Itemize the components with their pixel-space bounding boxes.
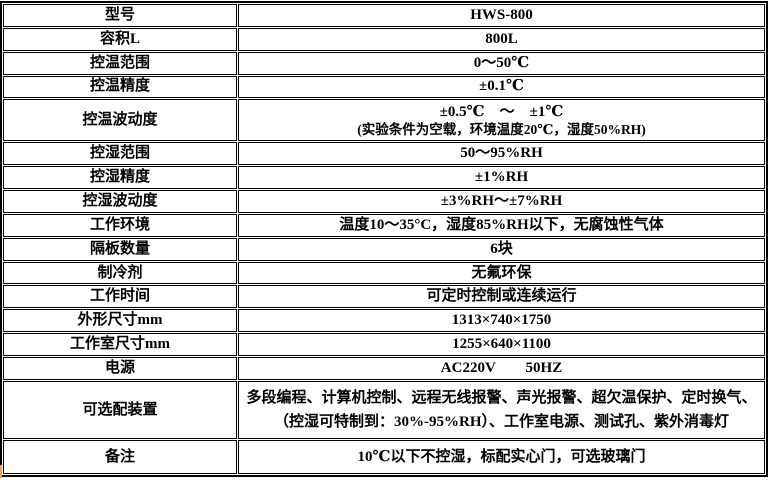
spec-value: 10℃以下不控湿，标配实心门，可选玻璃门 [238, 440, 765, 474]
spec-label: 可选配装置 [3, 381, 237, 439]
table-row: 控湿波动度 ±3%RH～±7%RH [3, 190, 765, 213]
spec-value: 多段编程、计算机控制、远程无线报警、声光报警、超欠温保护、定时换气、（控湿可特制… [238, 381, 765, 439]
spec-label: 工作时间 [3, 285, 237, 309]
spec-label: 电源 [3, 356, 237, 380]
table-row: 工作时间 可定时控制或连续运行 [3, 285, 765, 309]
spec-label: 控湿波动度 [3, 190, 237, 213]
spec-label: 工作环境 [3, 213, 237, 237]
table-row: 制冷剂 无氟环保 [3, 261, 765, 285]
table-row: 备注 10℃以下不控湿，标配实心门，可选玻璃门 [3, 440, 765, 474]
table-row: 容积L 800L [3, 27, 765, 51]
table-row: 控湿范围 50～95%RH [3, 142, 765, 166]
spec-value: 1313×740×1750 [238, 309, 765, 333]
table-row: 控湿精度 ±1%RH [3, 166, 765, 190]
table-row: 控温精度 ±0.1℃ [3, 75, 765, 99]
table-row: 工作环境 温度10～35°C，湿度85%RH以下，无腐蚀性气体 [3, 213, 765, 237]
spec-label: 外形尺寸mm [3, 309, 237, 333]
table-row: 型号 HWS-800 [3, 4, 765, 27]
spec-value-note: (实验条件为空载，环境温度20℃，湿度50%RH) [357, 121, 646, 137]
spec-value: ±1%RH [238, 166, 765, 190]
spec-label: 型号 [3, 4, 237, 27]
spec-value: ±3%RH～±7%RH [238, 190, 765, 213]
table-row: 隔板数量 6块 [3, 237, 765, 261]
spec-value-main: ±0.5℃ ～ ±1℃ [439, 103, 564, 120]
spec-value: 可定时控制或连续运行 [238, 285, 765, 309]
table-row: 控温波动度 ±0.5℃ ～ ±1℃ (实验条件为空载，环境温度20℃，湿度50%RH… [3, 99, 765, 142]
spec-value: ±0.5℃ ～ ±1℃ (实验条件为空载，环境温度20℃，湿度50%RH) [238, 99, 765, 142]
spec-value: 0～50℃ [238, 51, 765, 75]
spec-value: HWS-800 [238, 4, 765, 27]
spec-label: 控温范围 [3, 51, 237, 75]
spec-label: 控湿范围 [3, 142, 237, 166]
spec-value: 温度10～35°C，湿度85%RH以下，无腐蚀性气体 [238, 213, 765, 237]
spec-label: 隔板数量 [3, 237, 237, 261]
spec-value: 6块 [238, 237, 765, 261]
spec-label: 控温精度 [3, 75, 237, 99]
spec-label: 控温波动度 [3, 99, 237, 142]
table-row: 外形尺寸mm 1313×740×1750 [3, 309, 765, 333]
table-row: 可选配装置 多段编程、计算机控制、远程无线报警、声光报警、超欠温保护、定时换气、（… [3, 381, 765, 439]
spec-value: 800L [238, 27, 765, 51]
spec-label: 控湿精度 [3, 166, 237, 190]
table-row: 电源 AC220V 50HZ [3, 356, 765, 380]
table-row: 控温范围 0～50℃ [3, 51, 765, 75]
spec-label: 工作室尺寸mm [3, 333, 237, 356]
spec-value: 1255×640×1100 [238, 333, 765, 356]
screen-edge-artifact [0, 465, 2, 478]
table-row: 工作室尺寸mm 1255×640×1100 [3, 333, 765, 356]
spec-value: 50～95%RH [238, 142, 765, 166]
spec-value: ±0.1℃ [238, 75, 765, 99]
spec-label: 制冷剂 [3, 261, 237, 285]
spec-label: 备注 [3, 440, 237, 474]
spec-label: 容积L [3, 27, 237, 51]
spec-value: AC220V 50HZ [238, 356, 765, 380]
spec-value: 无氟环保 [238, 261, 765, 285]
spec-table-body: 型号 HWS-800 容积L 800L 控温范围 0～50℃ 控温精度 ±0.1℃ 控温波动度 ±… [3, 4, 765, 474]
